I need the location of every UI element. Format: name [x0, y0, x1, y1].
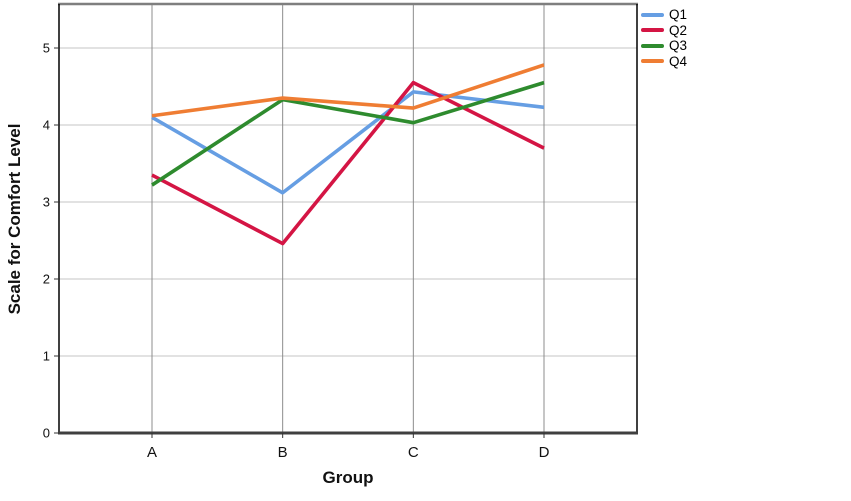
y-tick-label: 5: [43, 41, 50, 56]
legend-item-q2: Q2: [641, 23, 687, 39]
legend-item-q1: Q1: [641, 7, 687, 23]
legend-label: Q1: [669, 7, 688, 22]
y-tick-label: 2: [43, 272, 50, 287]
x-tick-label: D: [539, 444, 550, 461]
series-line-q2: [151, 80, 545, 246]
legend-swatch-q2: [641, 28, 664, 33]
legend-item-q3: Q3: [641, 38, 687, 54]
series-line-q1: [151, 90, 545, 195]
y-axis-title: Scale for Comfort Level: [5, 123, 24, 315]
legend-swatch-q4: [641, 59, 664, 64]
x-tick-label: A: [147, 444, 157, 461]
legend-label: Q3: [669, 38, 688, 53]
legend-item-q4: Q4: [641, 54, 687, 70]
y-tick-label: 0: [43, 426, 50, 441]
legend-label: Q2: [669, 22, 688, 38]
legend: Q1 Q2 Q3 Q4: [641, 7, 687, 69]
x-tick-label: C: [408, 444, 419, 461]
y-tick-label: 3: [43, 195, 50, 210]
series-line-q4: [151, 63, 545, 118]
series-line-q3: [151, 80, 545, 187]
y-tick-label: 4: [43, 118, 50, 133]
legend-label: Q4: [669, 53, 688, 69]
legend-swatch-q3: [641, 43, 664, 48]
legend-swatch-q1: [641, 12, 664, 17]
y-tick-label: 1: [43, 349, 50, 364]
x-axis-title: Group: [322, 468, 374, 487]
x-tick-label: B: [278, 444, 288, 461]
